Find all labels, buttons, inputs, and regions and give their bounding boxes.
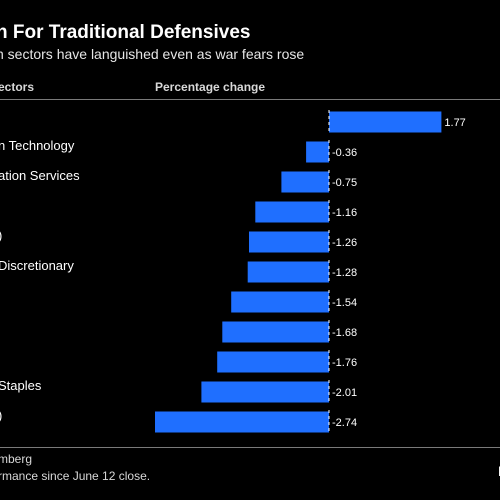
value-label-6: -1.54	[332, 297, 357, 309]
bar-7	[222, 321, 329, 343]
column-header-sector: ectors	[0, 80, 35, 94]
value-label-10: -2.74	[332, 417, 357, 429]
category-label-5: Discretionary	[0, 258, 74, 273]
brand-logo: I	[498, 463, 500, 479]
value-label-4: -1.26	[332, 237, 357, 249]
value-label-9: -2.01	[332, 387, 357, 399]
bar-chart: 1.77 -0.36 -0.75 -1.16 -1.26 -1.28 -1.54 -1.68 -…	[155, 110, 466, 434]
value-label-5: -1.28	[332, 267, 357, 279]
footer-divider	[0, 447, 500, 448]
value-label-3: -1.16	[332, 207, 357, 219]
bar-1	[306, 141, 329, 163]
value-label-1: -0.36	[332, 147, 357, 159]
value-label-8: -1.76	[332, 357, 357, 369]
bar-3	[255, 201, 329, 223]
value-label-0: 1.77	[444, 117, 465, 129]
category-label-1: n Technology	[0, 138, 75, 153]
category-label-10: )	[0, 408, 2, 423]
bar-6	[231, 291, 329, 313]
bar-5	[247, 261, 329, 283]
bar-0	[329, 111, 442, 133]
footnote-text: rmance since June 12 close.	[0, 469, 151, 483]
bar-9	[201, 381, 329, 403]
category-label-2: ation Services	[0, 168, 80, 183]
source-text: mberg	[0, 452, 33, 466]
header-divider	[0, 99, 500, 100]
bar-8	[217, 351, 329, 373]
chart-subtitle: n sectors have languished even as war fe…	[0, 46, 305, 62]
value-label-7: -1.68	[332, 327, 357, 339]
value-label-2: -0.75	[332, 177, 357, 189]
category-label-4: )	[0, 228, 2, 243]
column-header-percentage: Percentage change	[155, 80, 266, 94]
bar-2	[281, 171, 329, 193]
bar-10	[155, 411, 329, 433]
chart-title: n For Traditional Defensives	[0, 22, 251, 43]
bar-4	[249, 231, 329, 253]
category-label-9: Staples	[0, 378, 42, 393]
